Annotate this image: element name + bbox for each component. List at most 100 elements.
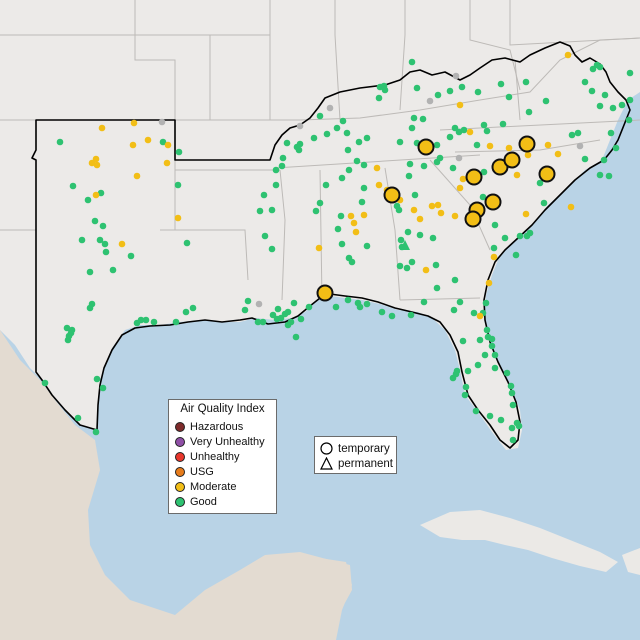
good-station [99, 384, 107, 392]
good-station [480, 168, 488, 176]
good-station [461, 391, 469, 399]
good-station [397, 236, 405, 244]
good-station [84, 196, 92, 204]
monitor-type-legend: temporary permanent [314, 436, 397, 474]
good-station [41, 379, 49, 387]
highlighted-moderate-station [417, 138, 435, 156]
highlighted-moderate-station [383, 186, 401, 204]
good-station [411, 191, 419, 199]
good-station [526, 229, 534, 237]
moderate-station [164, 141, 172, 149]
moderate-station [347, 212, 355, 220]
good-station [363, 300, 371, 308]
moderate-station [350, 219, 358, 227]
good-station [408, 124, 416, 132]
good-station [86, 268, 94, 276]
moderate-station [524, 151, 532, 159]
legend-title: Air Quality Index [180, 403, 265, 415]
good-station [339, 117, 347, 125]
good-station [626, 69, 634, 77]
good-station [408, 258, 416, 266]
good-station [92, 428, 100, 436]
legend-item-permanent: permanent [320, 456, 393, 471]
good-station [420, 162, 428, 170]
good-station [393, 202, 401, 210]
legend-item-label: Very Unhealthy [190, 436, 265, 448]
good-station [405, 172, 413, 180]
good-station [419, 115, 427, 123]
good-station [484, 333, 492, 341]
good-station [96, 236, 104, 244]
good-station [244, 297, 252, 305]
moderate-station [373, 164, 381, 172]
good-station [490, 244, 498, 252]
legend-item-very-unhealthy: Very Unhealthy [175, 435, 265, 449]
good-station [505, 93, 513, 101]
good-station [449, 374, 457, 382]
good-station [618, 101, 626, 109]
good-station [462, 383, 470, 391]
good-station [388, 312, 396, 320]
good-station [182, 308, 190, 316]
good-station [86, 304, 94, 312]
good-station [260, 191, 268, 199]
no-data-station [296, 122, 304, 130]
moderate-station [92, 191, 100, 199]
moderate-station [422, 266, 430, 274]
moderate-station [428, 202, 436, 210]
moderate-station [174, 214, 182, 222]
good-station [338, 174, 346, 182]
moderate-station [451, 212, 459, 220]
triangle-icon [320, 457, 333, 470]
good-station [305, 303, 313, 311]
moderate-station [98, 124, 106, 132]
good-station [101, 240, 109, 248]
good-station [596, 63, 604, 71]
good-station [375, 94, 383, 102]
good-station [432, 261, 440, 269]
moderate-station [163, 159, 171, 167]
good-station [109, 266, 117, 274]
good-station [446, 133, 454, 141]
moderate-station [129, 141, 137, 149]
good-station [600, 156, 608, 164]
good-station [334, 225, 342, 233]
good-station [434, 91, 442, 99]
no-data-station [576, 142, 584, 150]
good-station [333, 124, 341, 132]
good-station [416, 231, 424, 239]
moderate-station [522, 210, 530, 218]
good-station [78, 236, 86, 244]
legend-item-unhealthy: Unhealthy [175, 450, 240, 464]
good-station [542, 97, 550, 105]
good-station [159, 138, 167, 146]
good-station [277, 314, 285, 322]
good-station [574, 129, 582, 137]
good-station [268, 245, 276, 253]
moderate-station [505, 144, 513, 152]
good-station [406, 160, 414, 168]
good-station [189, 304, 197, 312]
good-station [56, 138, 64, 146]
good-station [353, 157, 361, 165]
good-station [626, 96, 634, 104]
moderate-station [352, 228, 360, 236]
good-station [284, 321, 292, 329]
good-station [150, 318, 158, 326]
good-station [515, 422, 523, 430]
good-station [380, 82, 388, 90]
good-station [451, 124, 459, 132]
good-station [612, 144, 620, 152]
good-station [396, 262, 404, 270]
legend-item-label: Unhealthy [190, 451, 240, 463]
good-station [172, 318, 180, 326]
moderate-station [456, 184, 464, 192]
good-station [459, 337, 467, 345]
no-data-station [255, 300, 263, 308]
moderate-station [360, 211, 368, 219]
highlighted-moderate-station [538, 165, 556, 183]
highlighted-moderate-station [484, 193, 502, 211]
good-station [596, 171, 604, 179]
legend-item-good: Good [175, 495, 217, 509]
